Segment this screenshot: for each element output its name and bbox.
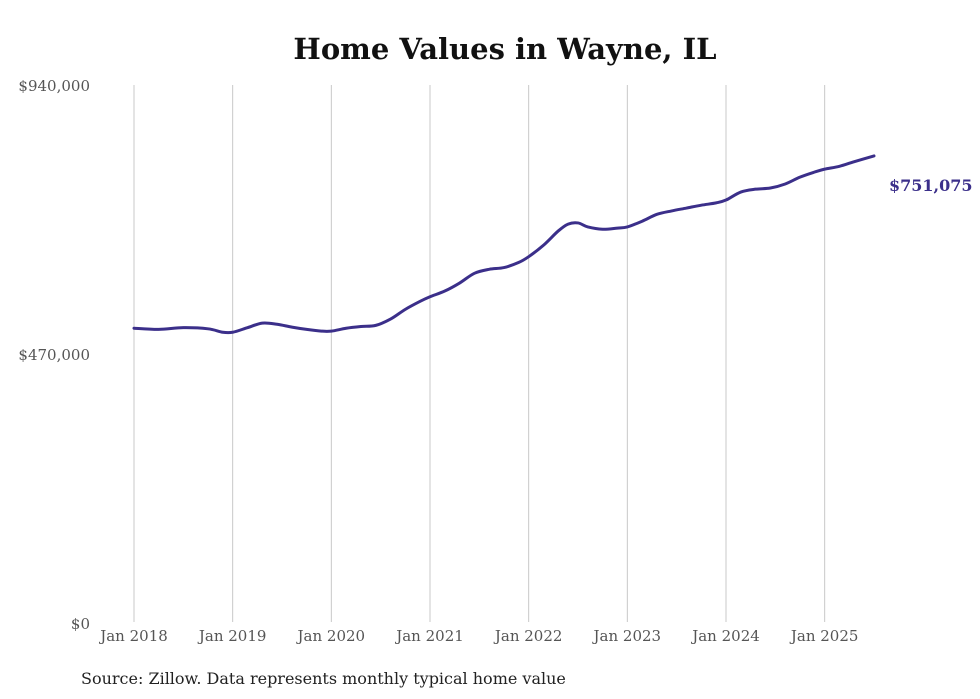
y-tick-label: $0	[71, 615, 90, 633]
x-tick-label: Jan 2023	[592, 627, 662, 645]
gridlines	[133, 85, 826, 622]
x-tick-label: Jan 2019	[197, 627, 267, 645]
x-tick-label: Jan 2022	[493, 627, 563, 645]
x-tick-label: Jan 2025	[789, 627, 859, 645]
source-note: Source: Zillow. Data represents monthly …	[81, 669, 566, 688]
x-axis-labels: Jan 2018 Jan 2019 Jan 2020 Jan 2021 Jan 2022…	[98, 627, 858, 645]
x-tick-label: Jan 2021	[394, 627, 464, 645]
home-value-line	[132, 154, 876, 335]
y-tick-label: $470,000	[18, 346, 90, 364]
latest-value-label: $751,075	[889, 176, 973, 195]
x-tick-label: Jan 2020	[296, 627, 366, 645]
x-tick-label: Jan 2018	[98, 627, 168, 645]
y-axis-labels: $0 $470,000 $940,000	[18, 77, 90, 633]
chart-title: Home Values in Wayne, IL	[293, 32, 716, 66]
x-tick-label: Jan 2024	[690, 627, 760, 645]
y-tick-label: $940,000	[18, 77, 90, 95]
